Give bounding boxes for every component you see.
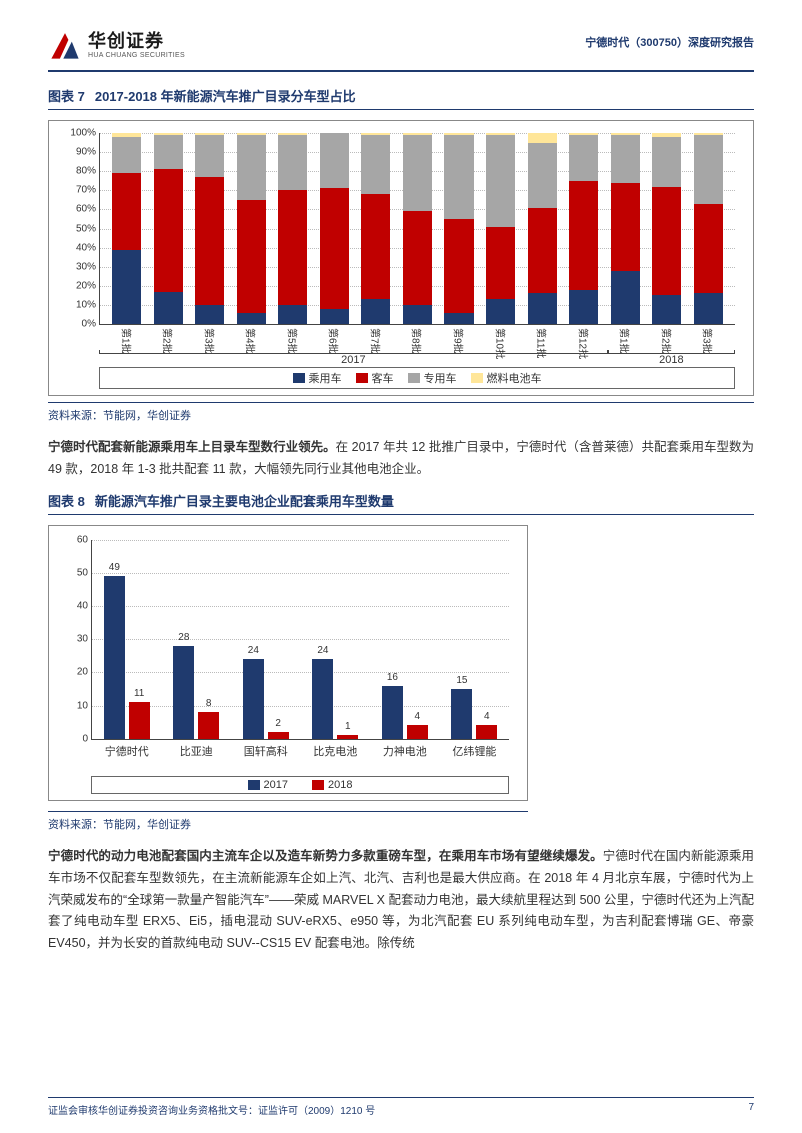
figure-8-chart: 01020304050604911宁德时代288比亚迪242国轩高科241比克电… bbox=[48, 525, 528, 801]
page-footer: 证监会审核华创证券投资咨询业务资格批文号：证监许可（2009）1210 号 7 bbox=[48, 1097, 754, 1117]
figure-7-chart: 0%10%20%30%40%50%60%70%80%90%100%第1批第2批第… bbox=[48, 120, 754, 396]
footer-left: 证监会审核华创证券投资咨询业务资格批文号：证监许可（2009）1210 号 bbox=[48, 1102, 375, 1117]
paragraph-2: 宁德时代的动力电池配套国内主流车企以及造车新势力多款重磅车型，在乘用车市场有望继… bbox=[48, 846, 754, 955]
header-doc-title: 宁德时代（300750）深度研究报告 bbox=[585, 34, 754, 50]
paragraph-1: 宁德时代配套新能源乘用车上目录车型数行业领先。在 2017 年共 12 批推广目… bbox=[48, 437, 754, 481]
figure-7-title: 图表 72017-2018 年新能源汽车推广目录分车型占比 bbox=[48, 86, 754, 110]
logo-text-cn: 华创证券 bbox=[88, 32, 185, 50]
footer-page-number: 7 bbox=[748, 1102, 754, 1117]
figure-7-source: 资料来源：节能网，华创证券 bbox=[48, 402, 754, 423]
logo-text-en: HUA CHUANG SECURITIES bbox=[88, 52, 185, 59]
logo: 华创证券 HUA CHUANG SECURITIES bbox=[48, 28, 185, 62]
figure-8-source: 资料来源：节能网，华创证券 bbox=[48, 811, 528, 832]
figure-8-title: 图表 8新能源汽车推广目录主要电池企业配套乘用车型数量 bbox=[48, 491, 754, 515]
logo-icon bbox=[48, 28, 82, 62]
page-header: 华创证券 HUA CHUANG SECURITIES 宁德时代（300750）深… bbox=[48, 28, 754, 72]
